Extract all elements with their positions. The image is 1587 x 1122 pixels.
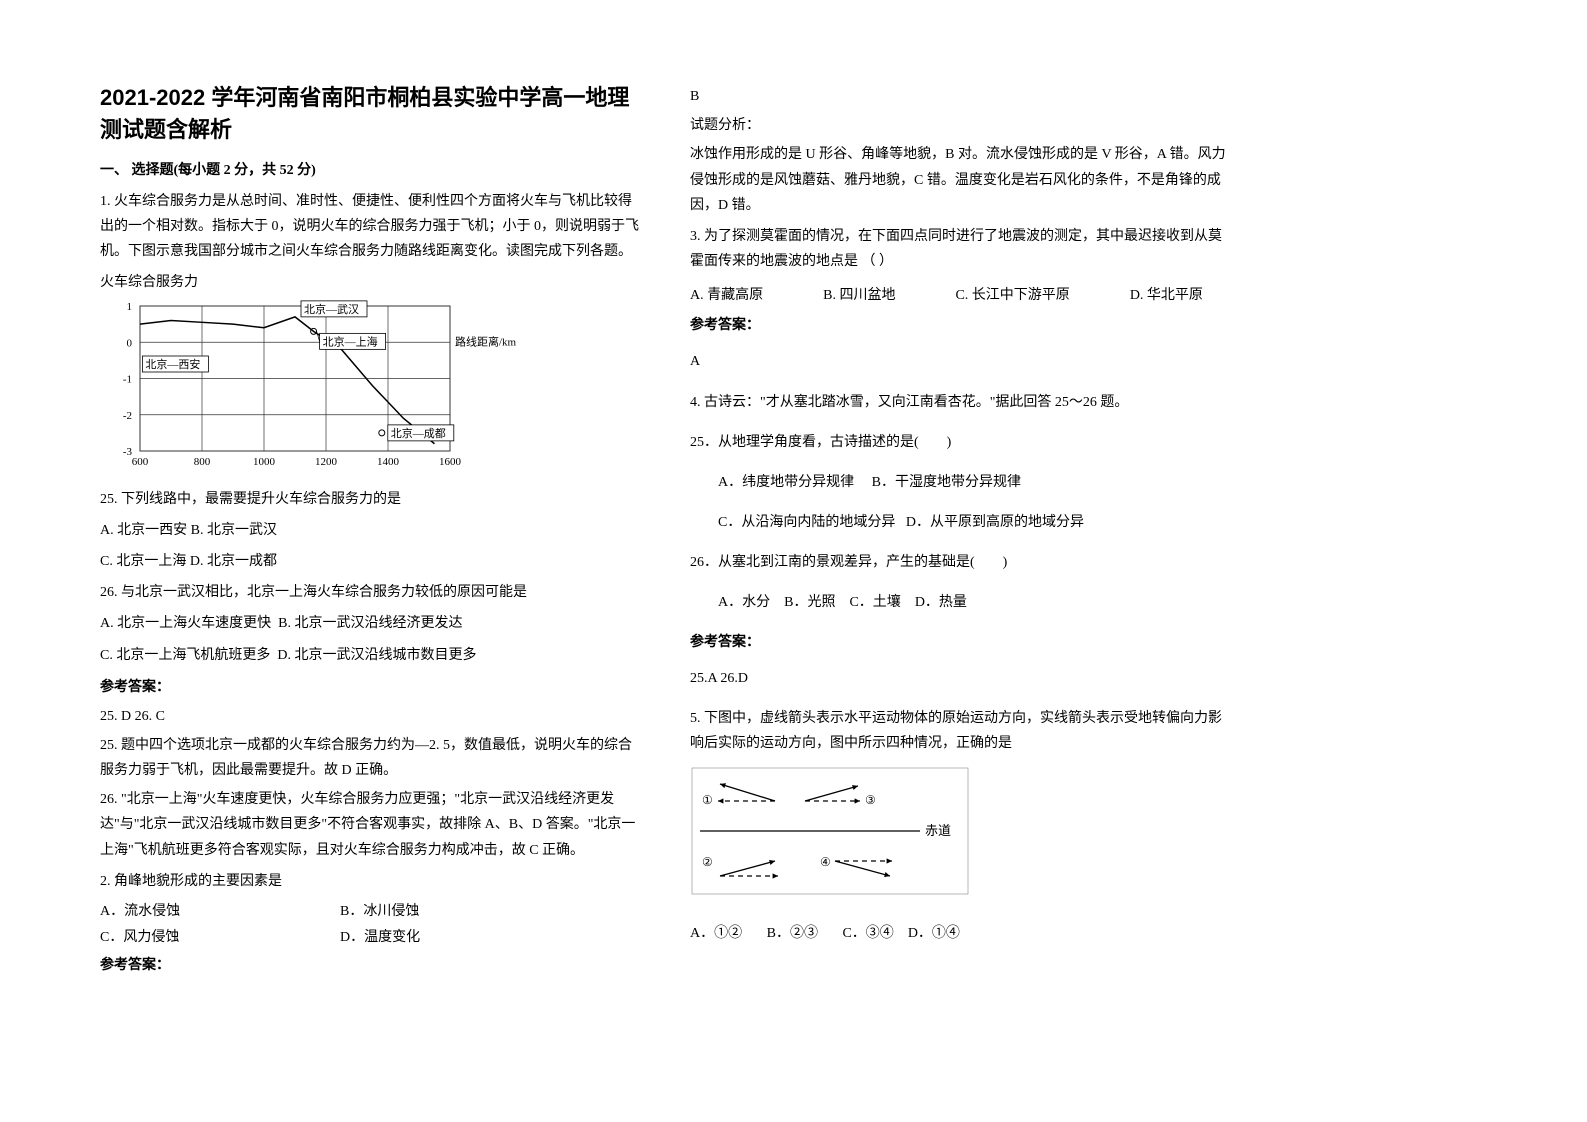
- q5-optC: C．③④: [842, 926, 893, 941]
- q4-q25-optD: D．从平原到高原的地域分异: [906, 515, 1084, 530]
- q2-row1: A．流水侵蚀 B．冰川侵蚀: [100, 900, 640, 920]
- q1-q26-optA: A. 北京一上海火车速度更快: [100, 616, 271, 631]
- svg-text:1400: 1400: [377, 456, 400, 468]
- q4-q26-optC: C．土壤: [849, 595, 900, 610]
- svg-text:1200: 1200: [315, 456, 338, 468]
- left-column: 2021-2022 学年河南省南阳市桐柏县实验中学高一地理测试题含解析 一、 选…: [100, 80, 640, 1082]
- svg-text:-1: -1: [123, 373, 132, 385]
- q1-q25-row2: C. 北京一上海 D. 北京一成都: [100, 549, 640, 574]
- q2-exp-header: 试题分析：: [690, 113, 1230, 138]
- q1-q25-optC: C. 北京一上海: [100, 554, 186, 569]
- svg-text:北京—上海: 北京—上海: [323, 334, 378, 348]
- q4-q26-optA: A．水分: [718, 595, 770, 610]
- q4-q25-optB: B．干湿度地带分异规律: [872, 475, 1021, 490]
- q4-q26-optD: D．热量: [915, 595, 967, 610]
- svg-text:1600: 1600: [439, 456, 462, 468]
- q1-q26-optD: D. 北京一武汉沿线城市数目更多: [277, 648, 476, 663]
- svg-text:0: 0: [127, 337, 133, 349]
- svg-text:路线距离/km: 路线距离/km: [455, 334, 517, 348]
- q5-optB: B．②③: [767, 926, 818, 941]
- q4-stem: 4. 古诗云："才从塞北踏冰雪，又向江南看杏花。"据此回答 25～26 题。: [690, 390, 1230, 415]
- q3-optB: B. 四川盆地: [823, 284, 895, 304]
- q5-options: A．①② B．②③ C．③④ D．①④: [690, 921, 1230, 946]
- q1-q25: 25. 下列线路中，最需要提升火车综合服务力的是: [100, 487, 640, 512]
- q4-q26-opts: A．水分 B．光照 C．土壤 D．热量: [690, 590, 1230, 615]
- q3-stem: 3. 为了探测莫霍面的情况，在下面四点同时进行了地震波的测定，其中最迟接收到从莫…: [690, 224, 1230, 274]
- svg-text:-3: -3: [123, 446, 133, 458]
- q5-stem: 5. 下图中，虚线箭头表示水平运动物体的原始运动方向，实线箭头表示受地转偏向力影…: [690, 706, 1230, 756]
- q3-optA: A. 青藏高原: [690, 284, 763, 304]
- q1-answer: 25. D 26. C: [100, 704, 640, 729]
- q4-q25: 25．从地理学角度看，古诗描述的是( ): [690, 430, 1230, 455]
- q4-q25-row1: A．纬度地带分异规律 B．干湿度地带分异规律: [690, 470, 1230, 495]
- svg-text:②: ②: [702, 855, 713, 869]
- svg-text:③: ③: [865, 793, 876, 807]
- q1-q26-optB: B. 北京一武汉沿线经济更发达: [278, 616, 462, 631]
- q4-answer: 25.A 26.D: [690, 666, 1230, 691]
- q4-q25-optA: A．纬度地带分异规律: [718, 475, 854, 490]
- exam-title: 2021-2022 学年河南省南阳市桐柏县实验中学高一地理测试题含解析: [100, 80, 640, 144]
- q2-optA: A．流水侵蚀: [100, 900, 300, 920]
- q1-chart-caption: 火车综合服务力: [100, 271, 640, 291]
- q1-stem: 1. 火车综合服务力是从总时间、准时性、便捷性、便利性四个方面将火车与飞机比较得…: [100, 189, 640, 265]
- svg-text:600: 600: [132, 456, 149, 468]
- q2-optC: C．风力侵蚀: [100, 926, 300, 946]
- svg-text:1000: 1000: [253, 456, 276, 468]
- q1-exp25: 25. 题中四个选项北京一成都的火车综合服务力约为—2. 5，数值最低，说明火车…: [100, 733, 640, 783]
- q5-optA: A．①②: [690, 926, 742, 941]
- svg-text:800: 800: [194, 456, 211, 468]
- q3-optC: C. 长江中下游平原: [955, 284, 1069, 304]
- q5-optD: D．①④: [908, 926, 960, 941]
- q4-q26: 26．从塞北到江南的景观差异，产生的基础是( ): [690, 550, 1230, 575]
- q2-exp: 冰蚀作用形成的是 U 形谷、角峰等地貌，B 对。流水侵蚀形成的是 V 形谷，A …: [690, 142, 1230, 218]
- q2-answer-header: 参考答案：: [100, 954, 640, 974]
- q2-stem: 2. 角峰地貌形成的主要因素是: [100, 869, 640, 894]
- svg-text:1: 1: [127, 301, 133, 313]
- q4-q26-optB: B．光照: [784, 595, 835, 610]
- q1-q25-row1: A. 北京一西安 B. 北京一武汉: [100, 518, 640, 543]
- q3-answer: A: [690, 349, 1230, 374]
- q1-q26-row2: C. 北京一上海飞机航班更多 D. 北京一武汉沿线城市数目更多: [100, 643, 640, 668]
- q4-answer-header: 参考答案：: [690, 631, 1230, 651]
- q1-q26-optC: C. 北京一上海飞机航班更多: [100, 648, 270, 663]
- q1-q26-row1: A. 北京一上海火车速度更快 B. 北京一武汉沿线经济更发达: [100, 611, 640, 636]
- q1-q25-optA: A. 北京一西安: [100, 523, 187, 538]
- svg-text:北京—成都: 北京—成都: [391, 425, 446, 439]
- q3-options: A. 青藏高原 B. 四川盆地 C. 长江中下游平原 D. 华北平原: [690, 284, 1230, 304]
- q4-q25-row2: C．从沿海向内陆的地域分异 D．从平原到高原的地域分异: [690, 510, 1230, 535]
- q1-chart: 600 800 1000 1200 1400 1600 -3 -2 -1 0 1 路线距离/km 北京—…: [100, 296, 640, 481]
- section-header: 一、 选择题(每小题 2 分，共 52 分): [100, 159, 640, 179]
- q2-optB: B．冰川侵蚀: [340, 900, 419, 920]
- q4-q25-optC: C．从沿海向内陆的地域分异: [718, 515, 895, 530]
- svg-text:-2: -2: [123, 409, 132, 421]
- q1-exp26: 26. "北京一上海"火车速度更快，火车综合服务力应更强；"北京一武汉沿线经济更…: [100, 787, 640, 863]
- svg-text:④: ④: [820, 855, 831, 869]
- q1-answer-header: 参考答案：: [100, 676, 640, 696]
- q3-optD: D. 华北平原: [1130, 284, 1203, 304]
- q1-q26: 26. 与北京一武汉相比，北京一上海火车综合服务力较低的原因可能是: [100, 580, 640, 605]
- q5-diagram: 赤道 ① ③ ② ④: [690, 766, 1230, 901]
- q2-optD: D．温度变化: [340, 926, 420, 946]
- q2-answer: B: [690, 84, 1230, 109]
- svg-text:①: ①: [702, 793, 713, 807]
- q2-row2: C．风力侵蚀 D．温度变化: [100, 926, 640, 946]
- right-column: B 试题分析： 冰蚀作用形成的是 U 形谷、角峰等地貌，B 对。流水侵蚀形成的是…: [690, 80, 1230, 1082]
- svg-text:赤道: 赤道: [925, 823, 951, 838]
- q1-q25-optB: B. 北京一武汉: [191, 523, 277, 538]
- svg-text:北京—西安: 北京—西安: [145, 357, 200, 371]
- svg-text:北京—武汉: 北京—武汉: [304, 301, 359, 315]
- q3-answer-header: 参考答案：: [690, 314, 1230, 334]
- q1-q25-optD: D. 北京一成都: [190, 554, 277, 569]
